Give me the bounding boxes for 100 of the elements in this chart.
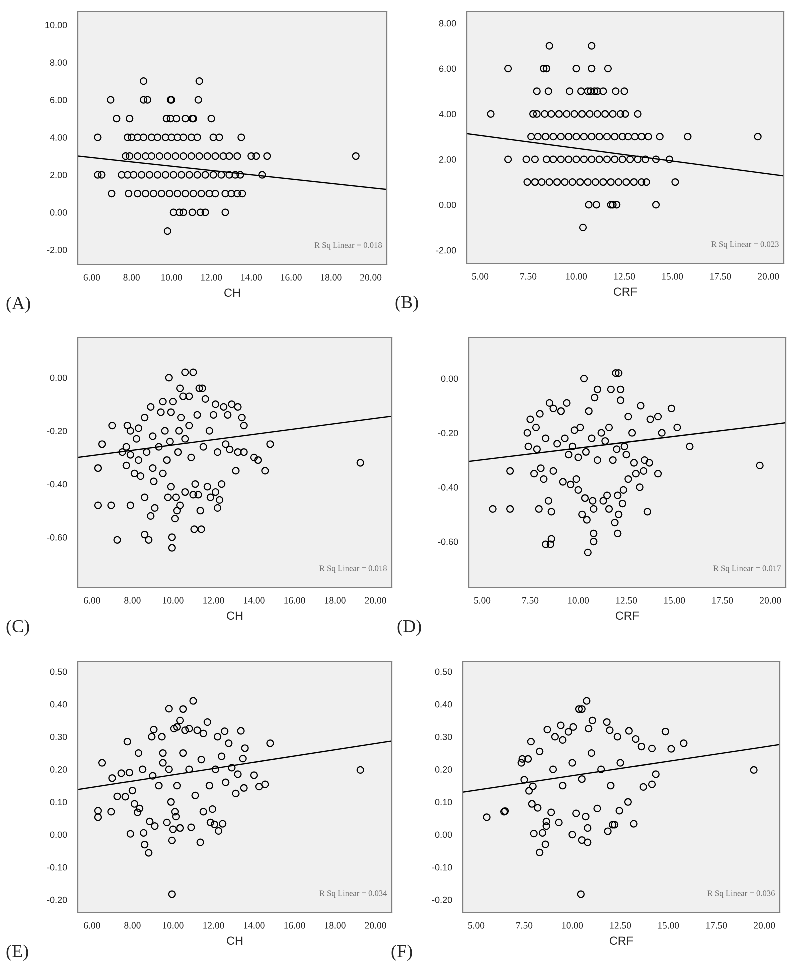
y-tick-label: -0.20 (47, 428, 68, 434)
x-tick-label: 12.50 (614, 273, 636, 280)
x-axis-title: CH (227, 936, 243, 946)
y-tick-label: 0.10 (435, 799, 452, 806)
y-tick-label: 0.30 (435, 734, 452, 740)
annotation: R Sq Linear = 0.018 (314, 242, 382, 250)
y-tick-label: 0.20 (435, 766, 452, 773)
y-tick-label: 0.00 (50, 209, 68, 216)
text: (D) (398, 620, 422, 636)
y-tick-label: -2.00 (47, 246, 68, 254)
x-tick-label: 10.00 (566, 273, 588, 280)
x-tick-label: 20.00 (758, 273, 780, 280)
x-tick-label: 5.00 (468, 922, 485, 929)
x-tick-label: 6.00 (84, 597, 100, 604)
annotation: R Sq Linear = 0.017 (714, 566, 782, 573)
x-tick-label: 20.00 (754, 922, 776, 929)
x-tick-label: 18.00 (321, 274, 342, 281)
y-tick-label: -0.20 (432, 896, 452, 904)
x-axis-title: CRF (610, 936, 634, 946)
x-tick-label: 10.00 (162, 274, 182, 281)
x-tick-label: 8.00 (124, 597, 141, 604)
text: (A) (6, 296, 30, 314)
y-tick-label: 2.00 (439, 156, 456, 163)
y-tick-label: 0.00 (50, 832, 68, 838)
x-tick-label: 14.00 (241, 274, 262, 281)
x-tick-label: 10.00 (163, 597, 184, 604)
text: (C) (6, 620, 30, 636)
y-tick-label: 0.50 (50, 668, 68, 676)
x-tick-label: 20.00 (365, 597, 386, 604)
text: (E) (6, 944, 28, 962)
y-tick-label: 0.40 (435, 701, 452, 708)
x-tick-label: 15.00 (662, 273, 684, 280)
x-axis-title: CRF (614, 288, 638, 296)
x-tick-label: 17.50 (712, 597, 734, 604)
x-tick-label: 12.50 (616, 597, 638, 604)
y-tick-label: 0.00 (50, 374, 68, 382)
x-tick-label: 5.00 (472, 273, 489, 280)
text: (B) (396, 296, 418, 312)
y-tick-label: -0.60 (47, 534, 68, 541)
annotation: R Sq Linear = 0.036 (708, 890, 775, 898)
y-tick-label: 4.00 (50, 134, 68, 141)
y-tick-label: -0.60 (438, 538, 458, 546)
text: (F) (392, 944, 412, 962)
y-tick-label: -0.10 (47, 864, 68, 871)
x-tick-label: 8.00 (124, 922, 141, 929)
y-tick-label: 0.20 (50, 766, 68, 773)
y-tick-label: 0.00 (439, 202, 456, 208)
x-tick-label: 16.00 (284, 922, 306, 929)
x-tick-label: 12.00 (204, 597, 224, 604)
y-tick-label: -0.20 (438, 430, 458, 436)
y-tick-label: 0.30 (50, 734, 68, 740)
y-tick-label: 0.00 (441, 376, 458, 382)
y-tick-label: 0.00 (435, 832, 452, 838)
y-tick-label: 0.40 (50, 701, 68, 708)
x-tick-label: 16.00 (281, 274, 302, 281)
x-tick-label: 12.50 (610, 922, 632, 929)
x-tick-label: 8.00 (124, 274, 140, 281)
x-tick-label: 7.50 (522, 597, 539, 604)
x-tick-label: 18.00 (325, 922, 346, 929)
y-tick-label: 4.00 (439, 111, 456, 118)
y-tick-label: -0.40 (47, 481, 68, 488)
annotation: R Sq Linear = 0.023 (712, 242, 779, 249)
x-tick-label: 7.50 (520, 273, 537, 280)
y-tick-label: 8.00 (439, 20, 456, 27)
y-tick-label: 0.50 (435, 668, 452, 676)
x-tick-label: 5.00 (474, 597, 491, 604)
annotation: R Sq Linear = 0.034 (320, 890, 388, 898)
x-tick-label: 12.00 (201, 274, 222, 281)
y-tick-label: -2.00 (436, 247, 456, 254)
x-tick-label: 10.00 (562, 922, 584, 929)
x-tick-label: 14.00 (244, 597, 265, 604)
x-tick-label: 6.00 (84, 274, 100, 281)
y-tick-label: 0.10 (50, 799, 68, 806)
y-tick-label: 8.00 (50, 60, 68, 66)
x-axis-title: CH (224, 288, 240, 298)
x-tick-label: 17.50 (710, 273, 732, 280)
y-tick-label: -0.10 (432, 864, 452, 871)
x-tick-label: 7.50 (516, 922, 533, 929)
y-tick-label: 6.00 (439, 66, 456, 72)
x-tick-label: 15.00 (664, 597, 686, 604)
x-tick-label: 20.00 (360, 274, 382, 281)
y-tick-label: -0.20 (47, 896, 68, 904)
y-tick-label: 6.00 (50, 97, 68, 104)
x-tick-label: 15.00 (658, 922, 680, 929)
x-axis-title: CH (227, 612, 243, 620)
x-tick-label: 20.00 (760, 597, 782, 604)
x-tick-label: 10.00 (568, 597, 590, 604)
x-tick-label: 14.00 (244, 922, 265, 929)
x-tick-label: 6.00 (84, 922, 100, 929)
x-tick-label: 20.00 (365, 922, 386, 929)
x-tick-label: 12.00 (204, 922, 224, 929)
x-tick-label: 17.50 (706, 922, 728, 929)
x-tick-label: 16.00 (284, 597, 306, 604)
x-axis-title: CRF (616, 612, 640, 620)
y-tick-label: -0.40 (438, 484, 458, 491)
annotation: R Sq Linear = 0.018 (320, 566, 387, 573)
x-tick-label: 10.00 (163, 922, 184, 929)
y-tick-label: 2.00 (50, 172, 68, 178)
x-tick-label: 18.00 (325, 597, 346, 604)
y-tick-label: 10.00 (46, 22, 68, 28)
